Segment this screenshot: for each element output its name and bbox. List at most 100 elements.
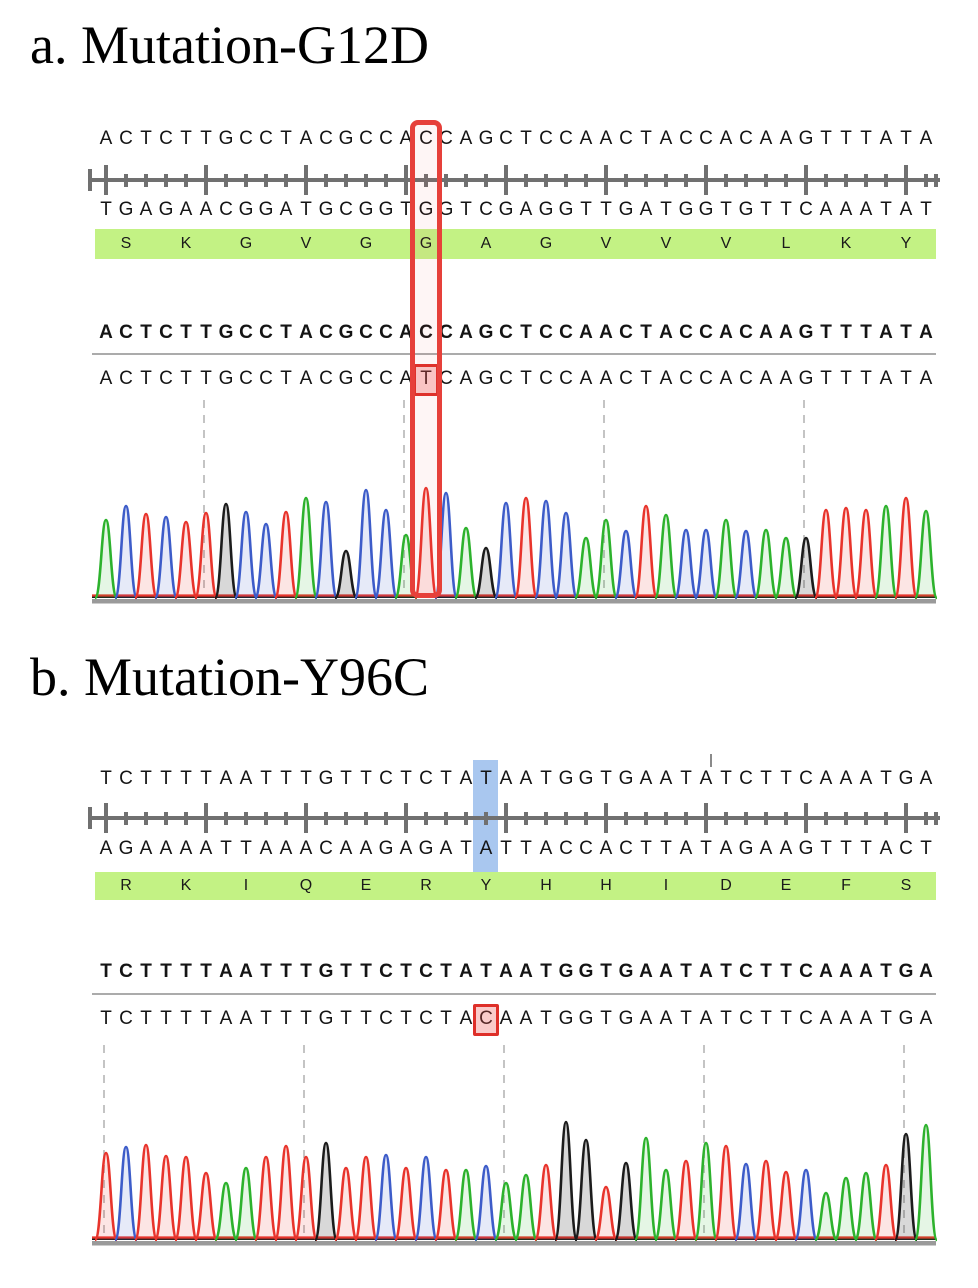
base-cell: C — [339, 199, 353, 220]
base-cell: C — [739, 1008, 753, 1029]
trace-peak-t — [413, 486, 439, 600]
base-cell: C — [419, 322, 433, 343]
base-cell: A — [779, 128, 793, 149]
base-cell: C — [119, 768, 133, 789]
base-cell: G — [698, 199, 714, 220]
base-cell: C — [239, 368, 253, 389]
base-cell: A — [859, 199, 873, 220]
base-cell: T — [400, 768, 412, 789]
base-cell: C — [419, 961, 433, 982]
base-cell: A — [179, 838, 193, 859]
ruler-tick — [644, 811, 648, 825]
base-cell: A — [219, 768, 233, 789]
ruler-tick — [384, 811, 388, 825]
amino-acid-label: G — [359, 235, 373, 252]
panel-b-chromatogram — [92, 1045, 939, 1246]
base-cell: T — [520, 322, 532, 343]
base-cell: C — [439, 322, 453, 343]
base-cell: A — [199, 199, 213, 220]
base-cell: G — [798, 322, 814, 343]
base-cell: T — [540, 961, 552, 982]
base-cell: C — [379, 768, 393, 789]
base-cell: C — [799, 961, 813, 982]
amino-acid-label: I — [663, 877, 669, 894]
ruler-tick — [584, 811, 588, 825]
trace-peak-c — [533, 499, 559, 600]
base-cell: G — [318, 1008, 334, 1029]
base-cell: A — [519, 768, 533, 789]
trace-peak-t — [293, 1155, 319, 1242]
trace-peak-g — [553, 1120, 579, 1242]
base-cell: G — [258, 199, 274, 220]
base-cell: C — [559, 128, 573, 149]
base-cell: G — [338, 322, 354, 343]
base-cell: A — [919, 128, 933, 149]
base-cell: A — [659, 128, 673, 149]
base-cell: C — [699, 322, 713, 343]
base-cell: T — [340, 1008, 352, 1029]
base-cell: A — [199, 838, 213, 859]
ruler-tick — [624, 173, 628, 187]
trace-peak-t — [633, 504, 659, 600]
trace-peak-t — [253, 1155, 279, 1242]
base-cell: T — [220, 838, 232, 859]
ruler-tick — [444, 173, 448, 187]
trace-peak-t — [773, 1170, 799, 1242]
base-cell: T — [780, 768, 792, 789]
base-cell: T — [760, 961, 772, 982]
base-cell: T — [900, 128, 912, 149]
ruler-tick — [934, 811, 938, 825]
ruler-tick — [484, 811, 488, 825]
base-cell: A — [519, 1008, 533, 1029]
base-cell: A — [499, 1008, 513, 1029]
trace-peak-t — [173, 1155, 199, 1242]
base-cell: A — [239, 1008, 253, 1029]
ruler-tick — [484, 173, 488, 187]
base-cell: A — [459, 368, 473, 389]
base-cell: A — [299, 322, 313, 343]
base-cell: C — [419, 128, 433, 149]
ruler-tick — [644, 173, 648, 187]
ruler-tick — [884, 811, 888, 825]
base-cell: T — [920, 199, 932, 220]
trace-peak-t — [893, 496, 919, 600]
base-cell: C — [379, 322, 393, 343]
ruler-tick — [424, 173, 428, 187]
trace-peak-t — [853, 508, 879, 600]
panel-b-title: b. Mutation-Y96C — [30, 647, 429, 707]
base-cell: C — [679, 368, 693, 389]
trace-peak-c — [733, 1162, 759, 1242]
base-cell: T — [860, 838, 872, 859]
base-cell: A — [919, 961, 933, 982]
panel-a-title: a. Mutation-G12D — [30, 15, 429, 75]
trace-peak-t — [533, 1163, 559, 1242]
base-cell: A — [599, 322, 613, 343]
base-cell: C — [259, 322, 273, 343]
ruler-tick — [703, 165, 709, 195]
base-cell: C — [899, 838, 913, 859]
base-cell: C — [319, 128, 333, 149]
base-cell: T — [840, 838, 852, 859]
ruler-tick — [664, 173, 668, 187]
trace-peak-t — [833, 506, 859, 600]
base-cell: T — [440, 1008, 452, 1029]
base-cell: A — [879, 838, 893, 859]
trace-peak-g — [793, 536, 819, 600]
base-cell: T — [140, 128, 152, 149]
amino-acid-label: E — [780, 877, 792, 894]
trace-peak-t — [333, 1166, 359, 1242]
trace-peak-a — [713, 518, 739, 600]
base-cell: A — [699, 961, 713, 982]
base-cell: A — [919, 368, 933, 389]
base-cell: T — [720, 961, 732, 982]
base-cell: A — [919, 322, 933, 343]
base-cell: A — [519, 199, 533, 220]
amino-acid-label: E — [360, 877, 372, 894]
base-cell: T — [440, 768, 452, 789]
base-cell: A — [859, 768, 873, 789]
trace-peak-t — [713, 1144, 739, 1242]
amino-acid-label: R — [120, 877, 132, 894]
base-cell: T — [100, 768, 112, 789]
